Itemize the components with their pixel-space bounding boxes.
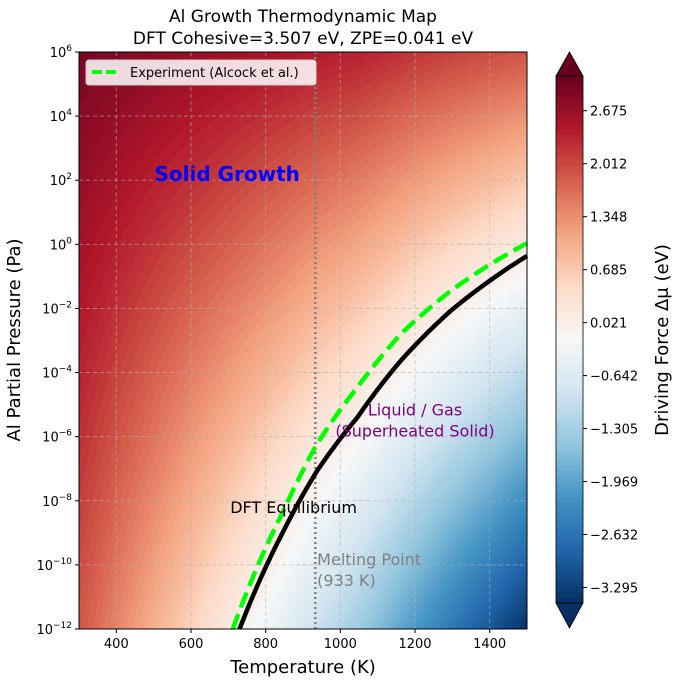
y-tick-label: 10−8 (42, 493, 72, 510)
colorbar-tick-label: −0.642 (590, 370, 638, 385)
legend-label: Experiment (Alcock et al.) (130, 66, 299, 81)
y-axis-label: Al Partial Pressure (Pa) (4, 238, 25, 441)
dft-equilibrium-label: DFT Equilibrium (230, 498, 357, 517)
colorbar-extend-bottom (555, 602, 584, 629)
y-tick-label: 10−6 (42, 429, 72, 446)
colorbar-tick-label: −1.305 (590, 423, 638, 438)
x-tick-label: 1400 (473, 637, 506, 652)
melting-point-label: Melting Point (317, 550, 421, 569)
colorbar-tick-label: 2.675 (590, 105, 627, 120)
y-tick-label: 106 (50, 44, 73, 61)
colorbar-tick-label: 0.021 (590, 317, 627, 332)
y-tick-label: 104 (50, 108, 73, 125)
plot-frame (78, 51, 528, 630)
x-tick-label: 1000 (324, 637, 357, 652)
y-axis-ticks: 106 104 102 100 10−2 10−4 10−6 10−8 10−10 10−12 (36, 44, 79, 638)
superheated-solid-label: (Superheated Solid) (335, 422, 494, 441)
y-tick-label: 10−4 (42, 365, 72, 382)
x-tick-label: 1200 (398, 637, 431, 652)
colorbar-tick-label: −1.969 (590, 476, 638, 491)
colorbar-tick-label: −3.295 (590, 581, 638, 596)
y-tick-label: 102 (50, 172, 72, 189)
y-tick-label: 10−10 (36, 557, 72, 574)
solid-growth-label: Solid Growth (154, 162, 299, 186)
heatmap (79, 52, 527, 629)
dft-equilibrium-curve (237, 254, 529, 630)
x-tick-label: 800 (253, 637, 278, 652)
x-tick-label: 600 (179, 637, 204, 652)
colorbar-ticks: 2.675 2.012 1.348 0.685 0.021 −0.642 −1.305 −1.… (583, 105, 638, 596)
x-axis-label: Temperature (K) (229, 657, 376, 678)
chart-title-line2: DFT Cohesive=3.507 eV, ZPE=0.041 eV (133, 29, 474, 49)
colorbar-frame (555, 75, 584, 604)
colorbar-tick-label: 1.348 (590, 211, 627, 226)
colorbar-gradient (556, 76, 583, 603)
liquid-gas-label: Liquid / Gas (368, 401, 462, 420)
y-tick-label: 10−12 (36, 621, 72, 638)
chart-title-line1: Al Growth Thermodynamic Map (169, 7, 437, 27)
colorbar-label: Driving Force Δμ (eV) (652, 244, 673, 436)
colorbar-tick-label: −2.632 (590, 528, 638, 543)
legend: Experiment (Alcock et al.) (85, 59, 317, 86)
y-tick-label: 10−2 (42, 300, 72, 317)
x-axis-ticks: 400 600 800 1000 1200 1400 (104, 629, 506, 652)
grid (79, 51, 527, 630)
melting-point-value: (933 K) (317, 571, 376, 590)
experiment-curve (230, 241, 529, 630)
colorbar-extend-top (555, 51, 584, 77)
colorbar-tick-label: 0.685 (590, 264, 627, 279)
colorbar-tick-label: 2.012 (590, 158, 627, 173)
y-tick-label: 100 (50, 236, 73, 253)
x-tick-label: 400 (104, 637, 129, 652)
